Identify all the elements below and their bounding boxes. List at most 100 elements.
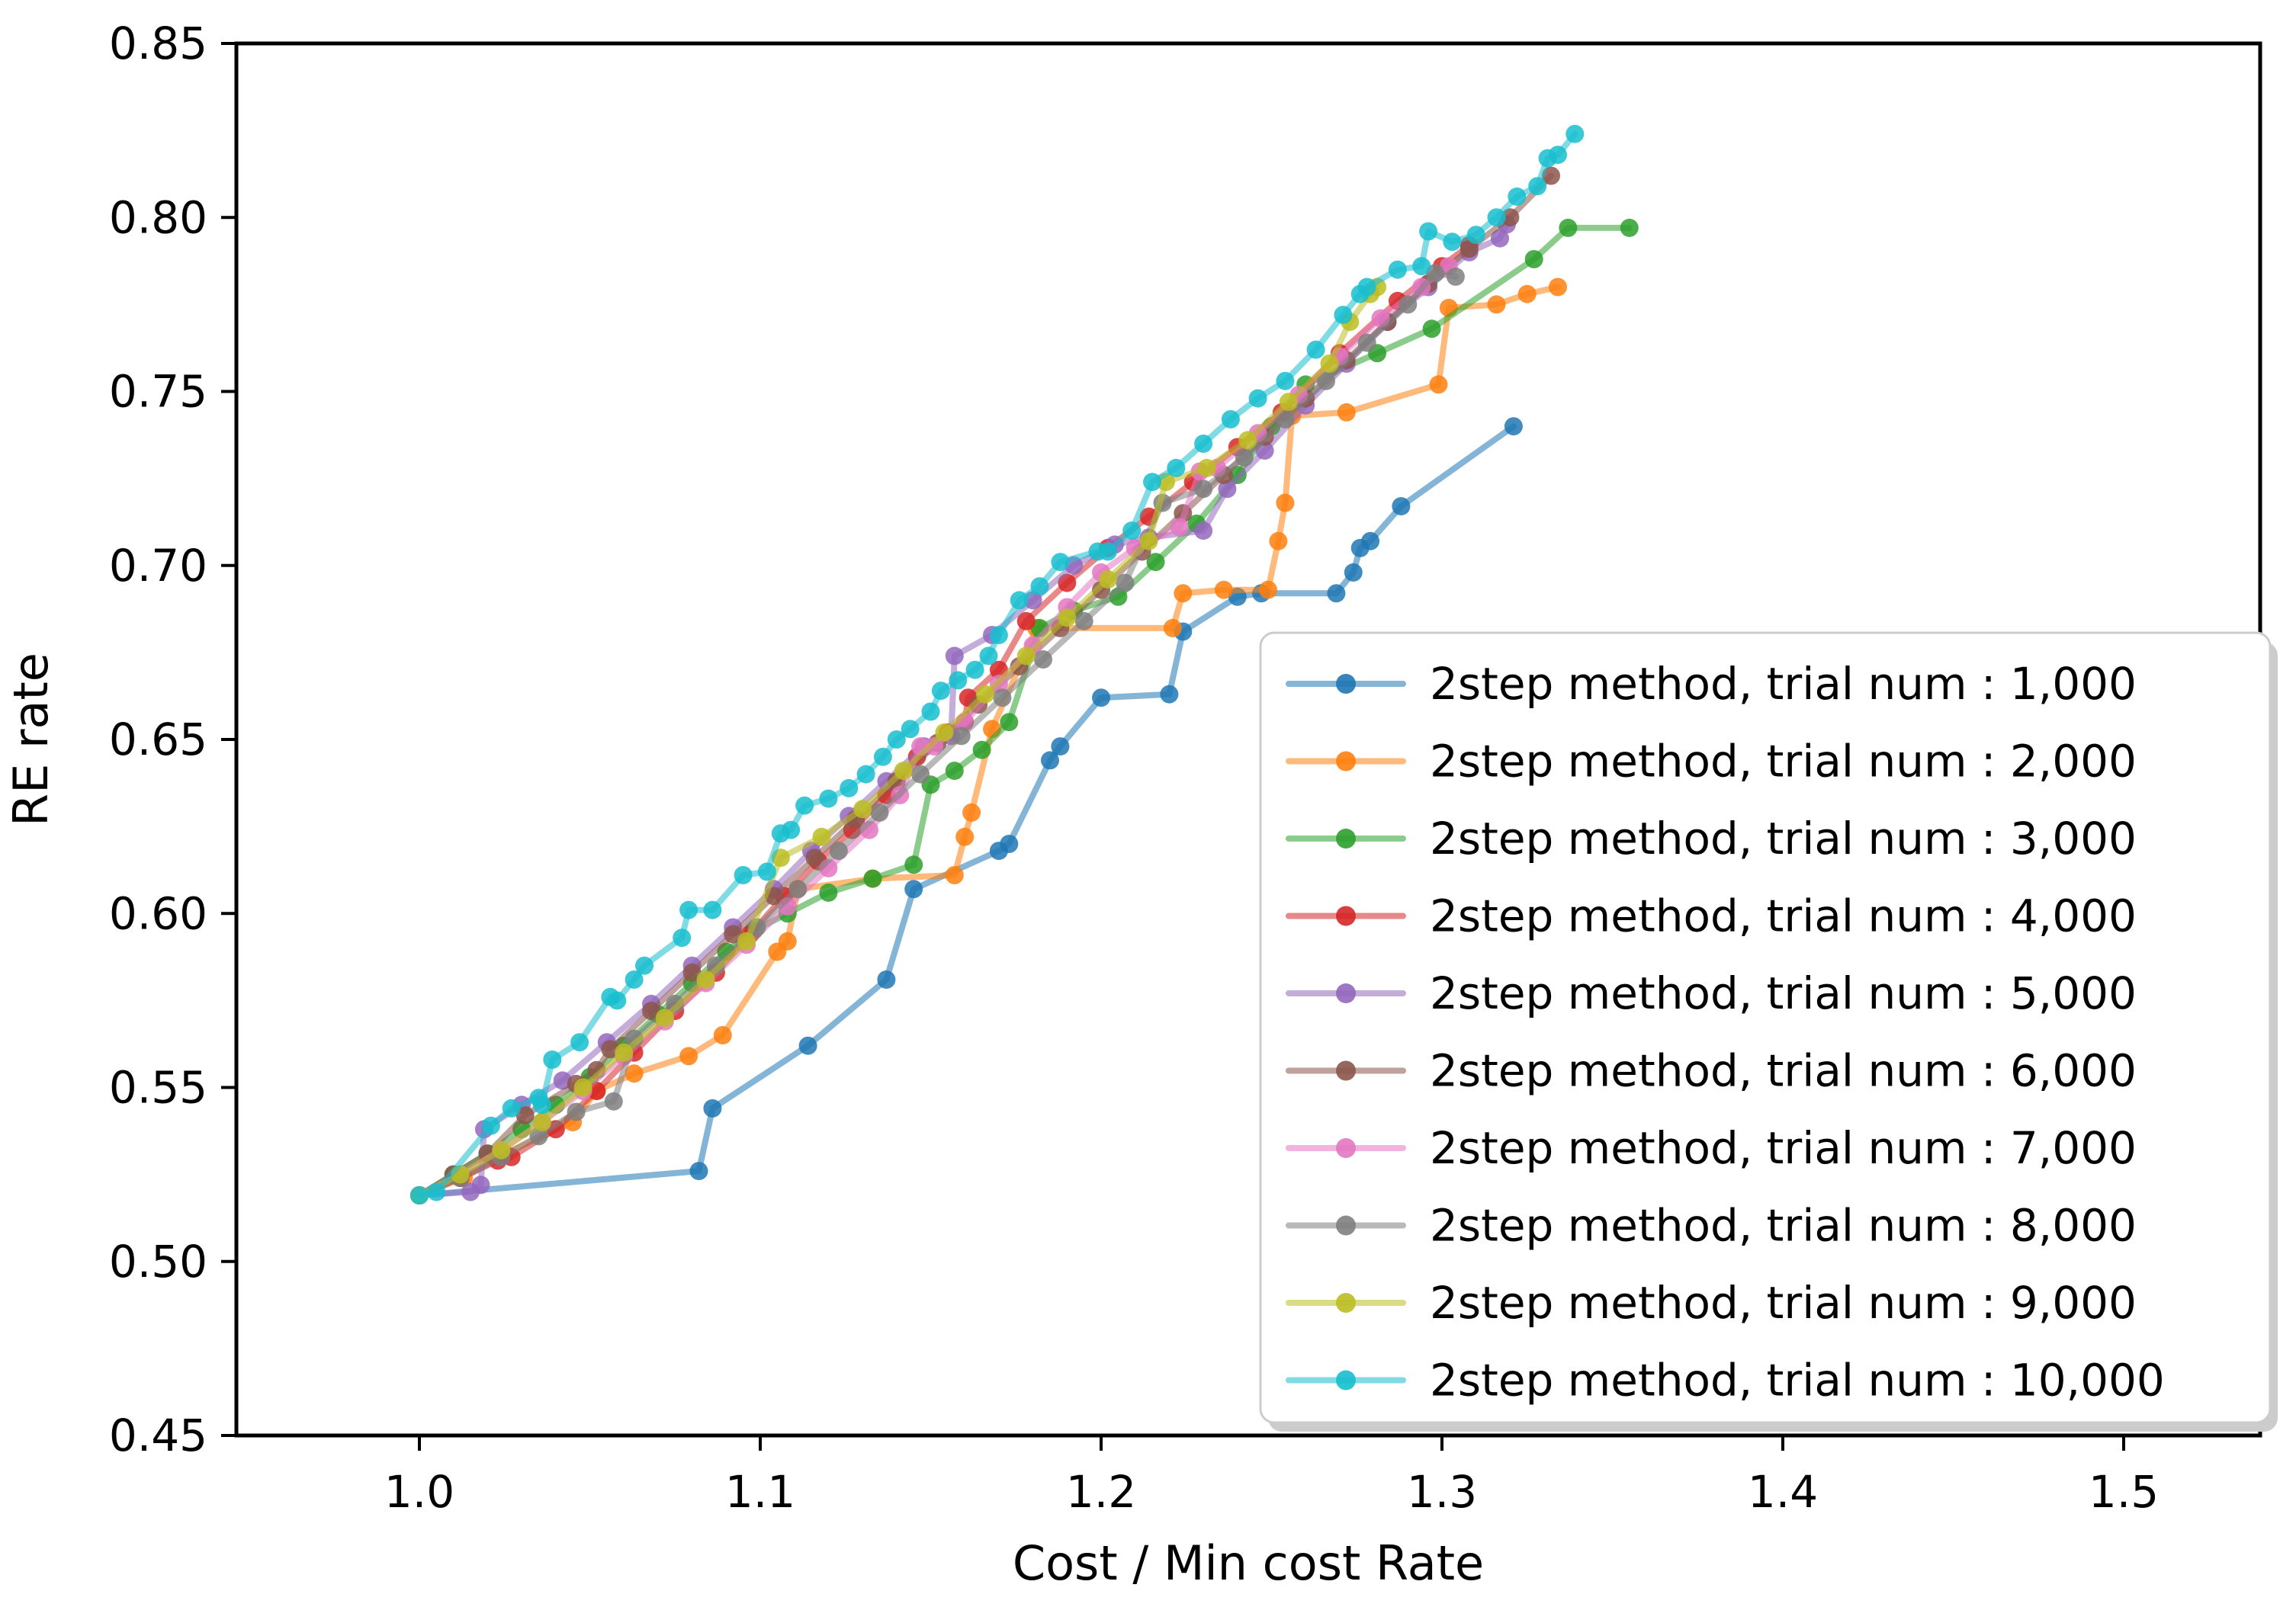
data-point xyxy=(1361,531,1380,550)
data-point xyxy=(529,1127,548,1146)
data-point xyxy=(696,970,715,989)
x-axis-label: Cost / Min cost Rate xyxy=(1013,1535,1484,1591)
legend-sample-marker xyxy=(1336,1370,1356,1390)
data-point xyxy=(410,1186,429,1204)
data-point xyxy=(1016,611,1036,630)
y-axis-tick-label: 0.85 xyxy=(109,18,207,69)
data-point xyxy=(1549,146,1567,165)
data-point xyxy=(1276,371,1295,390)
data-point xyxy=(1344,563,1363,582)
data-point xyxy=(945,646,964,666)
data-point xyxy=(1122,521,1142,540)
data-point xyxy=(1058,608,1077,627)
data-point xyxy=(972,740,991,759)
data-point xyxy=(608,991,627,1010)
legend-entry-label: 2step method, trial num : 8,000 xyxy=(1430,1200,2137,1252)
data-point xyxy=(682,963,702,982)
data-point xyxy=(1357,333,1376,352)
data-point xyxy=(1459,239,1479,258)
axis-ticks-group: 1.0 1.1 1.2 1.3 1.4 1.5 0.45 0.50 0.55 0.60 0.65 0.… xyxy=(109,18,2159,1518)
data-point xyxy=(1235,448,1254,467)
data-point xyxy=(1248,389,1267,408)
data-point xyxy=(853,800,872,819)
legend-entry: 2step method, trial num : 1,000 xyxy=(1286,658,2137,710)
data-point xyxy=(757,862,776,881)
legend-entry: 2step method, trial num : 6,000 xyxy=(1286,1045,2137,1097)
legend-entry: 2step method, trial num : 9,000 xyxy=(1286,1277,2137,1329)
x-axis-tick-label: 1.4 xyxy=(1748,1466,1818,1518)
data-point xyxy=(515,1106,535,1124)
data-point xyxy=(737,932,756,951)
data-point xyxy=(1000,713,1019,732)
data-point xyxy=(1030,577,1049,596)
data-point xyxy=(904,855,923,874)
data-point xyxy=(1146,553,1165,572)
data-point xyxy=(863,869,882,888)
data-point xyxy=(655,1009,674,1028)
data-point xyxy=(1276,493,1295,512)
data-point xyxy=(532,1113,551,1132)
legend-sample-marker xyxy=(1336,1293,1356,1313)
data-point xyxy=(812,827,831,846)
data-point xyxy=(713,1026,732,1044)
legend-entry: 2step method, trial num : 4,000 xyxy=(1286,890,2137,942)
data-point xyxy=(1357,277,1376,297)
y-axis-tick-label: 0.80 xyxy=(109,191,207,243)
data-point xyxy=(782,820,801,839)
y-axis-tick-label: 0.60 xyxy=(109,887,207,939)
data-point xyxy=(1051,553,1070,572)
data-point xyxy=(921,702,940,721)
data-point xyxy=(679,1047,698,1066)
data-point xyxy=(949,671,968,690)
data-point xyxy=(1334,306,1353,325)
data-point xyxy=(1542,166,1560,185)
data-point xyxy=(1098,570,1117,589)
data-point xyxy=(1501,208,1520,227)
data-point xyxy=(778,932,797,951)
legend-sample-marker xyxy=(1336,1215,1356,1236)
y-axis-tick-label: 0.50 xyxy=(109,1236,207,1288)
data-point xyxy=(1194,435,1213,453)
data-point xyxy=(1074,611,1093,630)
data-point xyxy=(604,1092,623,1111)
legend-entry-label: 2step method, trial num : 10,000 xyxy=(1430,1355,2165,1407)
data-point xyxy=(1279,393,1298,412)
data-point xyxy=(1419,222,1438,241)
data-point xyxy=(1269,531,1288,550)
legend-entry-label: 2step method, trial num : 6,000 xyxy=(1430,1045,2137,1097)
data-point xyxy=(819,789,838,808)
data-point xyxy=(952,727,971,746)
data-point xyxy=(1337,403,1356,422)
data-point xyxy=(870,803,889,822)
data-point xyxy=(625,970,644,989)
data-point xyxy=(1238,431,1257,450)
data-point xyxy=(1620,218,1639,237)
data-point xyxy=(788,880,808,899)
legend-entry: 2step method, trial num : 8,000 xyxy=(1286,1200,2137,1252)
data-point xyxy=(1565,124,1585,143)
data-point xyxy=(976,685,994,704)
data-point xyxy=(955,827,975,846)
data-point xyxy=(1214,580,1233,599)
data-point xyxy=(689,1162,708,1181)
data-point xyxy=(979,646,998,666)
data-point xyxy=(724,925,743,944)
series-line xyxy=(416,270,1459,1198)
data-point xyxy=(1429,375,1448,394)
data-point xyxy=(1194,521,1213,540)
x-axis-tick-label: 1.0 xyxy=(384,1466,454,1518)
x-axis-tick-label: 1.5 xyxy=(2089,1466,2159,1518)
data-point xyxy=(532,1095,551,1115)
x-axis-tick-label: 1.1 xyxy=(725,1466,795,1518)
legend-sample-marker xyxy=(1336,674,1356,694)
data-point xyxy=(829,842,848,861)
series-10 xyxy=(410,124,1585,1204)
data-point xyxy=(1446,267,1465,286)
data-point xyxy=(840,778,859,797)
data-point xyxy=(1051,737,1070,756)
legend: 2step method, trial num : 1,000 2step met… xyxy=(1259,631,2278,1432)
data-point xyxy=(1392,497,1411,516)
legend-entry-label: 2step method, trial num : 5,000 xyxy=(1430,967,2137,1019)
data-point xyxy=(481,1116,500,1135)
data-point xyxy=(911,765,930,784)
